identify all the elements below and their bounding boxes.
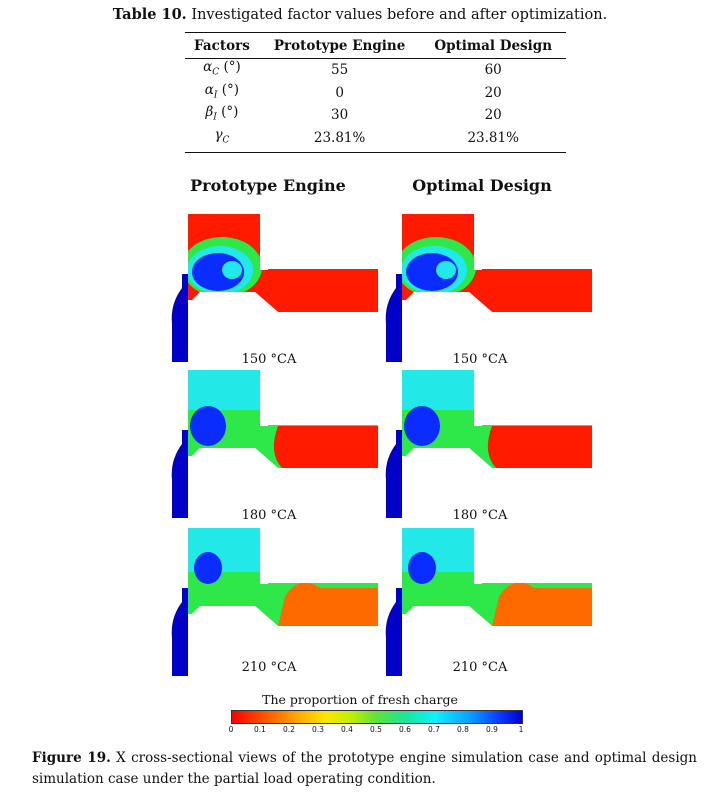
colorbar-tick: 0.5 <box>370 725 382 734</box>
colorbar-tick: 0.8 <box>457 725 469 734</box>
factor-cell: βI (°) <box>205 104 239 124</box>
sim-prototype-210 <box>171 528 378 676</box>
colorbar-tick: 0.9 <box>486 725 498 734</box>
colorbar-tick: 0.7 <box>428 725 440 734</box>
sim-prototype-180 <box>171 370 378 518</box>
factor-cell: αC (°) <box>203 59 241 78</box>
prototype-value: 55 <box>331 61 349 78</box>
figure-caption: Figure 19. X cross-sectional views of th… <box>32 748 697 790</box>
sim-prototype-150 <box>171 214 378 362</box>
sim-optimal-180 <box>385 370 592 518</box>
colorbar-tick: 0.3 <box>312 725 324 734</box>
colorbar-tick: 1 <box>518 725 524 734</box>
table-caption-text: Investigated factor values before and af… <box>186 7 608 23</box>
table-row: αI (°) 0 20 <box>185 82 566 105</box>
header-prototype: Prototype Engine <box>258 32 421 59</box>
factors-table: Factors Prototype Engine Optimal Design … <box>185 32 566 153</box>
crank-angle-label: 150 °CA <box>241 352 297 367</box>
colorbar-tick: 0.6 <box>399 725 411 734</box>
table-header-row: Factors Prototype Engine Optimal Design <box>185 32 566 59</box>
crank-angle-label: 150 °CA <box>452 352 508 367</box>
colorbar-title: The proportion of fresh charge <box>262 692 458 707</box>
colorbar-tick: 0.1 <box>254 725 266 734</box>
crank-angle-label: 210 °CA <box>241 660 297 675</box>
crank-angle-label: 180 °CA <box>241 508 297 523</box>
sim-optimal-150 <box>385 214 592 362</box>
header-optimal: Optimal Design <box>420 32 566 59</box>
table-caption-label: Table 10. <box>112 6 187 23</box>
crank-angle-label: 180 °CA <box>452 508 508 523</box>
prototype-value: 30 <box>331 107 349 124</box>
optimal-value: 60 <box>484 61 502 78</box>
colorbar-tick: 0.4 <box>341 725 353 734</box>
table-caption: Table 10. Investigated factor values bef… <box>0 6 720 23</box>
optimal-value: 20 <box>484 107 502 124</box>
colorbar-ticks: 0 0.1 0.2 0.3 0.4 0.5 0.6 0.7 0.8 0.9 1 <box>228 725 524 737</box>
optimal-value: 20 <box>484 84 502 101</box>
crank-angle-label: 210 °CA <box>452 660 508 675</box>
figure-caption-text: X cross-sectional views of the prototype… <box>32 750 697 787</box>
table-row: βI (°) 30 20 <box>185 104 566 127</box>
colorbar-tick: 0.2 <box>283 725 295 734</box>
figure-caption-label: Figure 19. <box>32 750 111 766</box>
sim-optimal-210 <box>385 528 592 676</box>
factor-cell: αI (°) <box>204 81 240 101</box>
colorbar-tick: 0 <box>228 725 234 734</box>
table-row: αC (°) 55 60 <box>185 59 566 82</box>
column-title-prototype: Prototype Engine <box>190 176 346 195</box>
header-factors: Factors <box>185 32 259 59</box>
prototype-value: 0 <box>335 84 344 101</box>
colorbar <box>231 710 523 724</box>
table-row: γC 23.81% 23.81% <box>185 127 566 153</box>
prototype-value: 23.81% <box>258 127 421 153</box>
optimal-value: 23.81% <box>420 127 566 153</box>
column-title-optimal: Optimal Design <box>412 176 552 195</box>
factor-cell: γC <box>185 127 259 153</box>
